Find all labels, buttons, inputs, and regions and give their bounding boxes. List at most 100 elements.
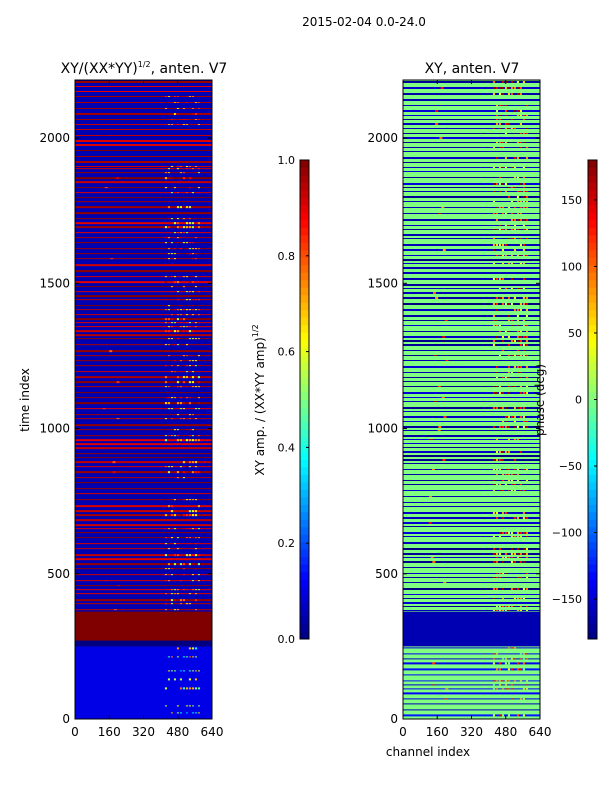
colorbar-segment — [588, 219, 597, 228]
right-x-axis-label: channel index — [386, 745, 470, 759]
heatmap-row-segment — [403, 611, 540, 647]
x-tick-label: 0 — [71, 725, 79, 739]
left-colorbar-label: XY amp. / (XX*YY amp)1/2 — [251, 324, 267, 475]
colorbar-segment — [300, 204, 309, 213]
colorbar-segment — [300, 496, 309, 505]
right-heatmap: 0 500 1000 1500 2000 0 160 320 480 640 — [367, 79, 551, 739]
colorbar-segment — [588, 631, 597, 640]
colorbar-segment — [300, 631, 309, 640]
colorbar-segment — [588, 354, 597, 363]
x-tick-label: 0 — [399, 725, 407, 739]
colorbar-segment — [588, 197, 597, 206]
heatmap-row-segment — [403, 646, 540, 719]
colorbar-segment — [300, 601, 309, 610]
colorbar-segment — [588, 459, 597, 468]
colorbar-tick-label: −50 — [559, 460, 582, 473]
colorbar-segment — [588, 287, 597, 296]
colorbar-segment — [588, 189, 597, 198]
x-tick-label: 640 — [201, 725, 224, 739]
colorbar-segment — [588, 369, 597, 378]
figure-title: 2015-02-04 0.0-24.0 — [302, 15, 426, 29]
colorbar-segment — [588, 392, 597, 400]
colorbar-segment — [588, 347, 597, 356]
colorbar-segment — [588, 212, 597, 221]
colorbar-segment — [300, 511, 309, 520]
colorbar-segment — [300, 339, 309, 348]
colorbar-segment — [588, 504, 597, 513]
colorbar-segment — [300, 429, 309, 438]
colorbar-segment — [300, 541, 309, 550]
colorbar-segment — [300, 616, 309, 625]
colorbar-segment — [300, 534, 309, 543]
colorbar-segment — [300, 421, 309, 430]
colorbar-segment — [300, 406, 309, 415]
colorbar-segment — [300, 609, 309, 618]
colorbar-segment — [300, 579, 309, 588]
y-tick-label: 500 — [375, 567, 398, 581]
colorbar-segment — [300, 317, 309, 326]
colorbar-segment — [588, 339, 597, 348]
colorbar-segment — [300, 362, 309, 371]
colorbar-segment — [588, 489, 597, 498]
left-heatmap: 0 500 1000 1500 2000 0 160 320 480 640 — [39, 79, 224, 739]
y-tick-label: 1500 — [367, 276, 398, 290]
colorbar-segment — [588, 444, 597, 453]
colorbar-segment — [588, 264, 597, 273]
colorbar-segment — [300, 249, 309, 258]
colorbar-tick-label: 1.0 — [278, 154, 296, 167]
x-tick-label: 320 — [132, 725, 155, 739]
colorbar-segment — [588, 481, 597, 490]
colorbar-segment — [300, 242, 309, 251]
colorbar-segment — [300, 294, 309, 303]
heatmap-row-segment — [75, 611, 212, 641]
colorbar-segment — [588, 556, 597, 565]
heatmap-row-segment — [75, 646, 212, 719]
colorbar-segment — [300, 182, 309, 191]
colorbar-tick-label: 0.4 — [278, 441, 296, 454]
colorbar-segment — [588, 429, 597, 438]
colorbar-segment — [300, 279, 309, 288]
colorbar-segment — [588, 466, 597, 475]
colorbar-segment — [300, 332, 309, 341]
colorbar-segment — [300, 219, 309, 228]
y-tick-label: 500 — [47, 567, 70, 581]
colorbar-segment — [588, 182, 597, 191]
y-tick-label: 2000 — [39, 131, 70, 145]
colorbar-segment — [300, 264, 309, 273]
colorbar-segment — [588, 302, 597, 311]
colorbar-segment — [588, 451, 597, 460]
colorbar-segment — [588, 534, 597, 543]
right-panel-title: XY, anten. V7 — [425, 61, 520, 77]
colorbar-segment — [300, 564, 309, 573]
colorbar-segment — [588, 234, 597, 243]
heatmap-row-segment — [75, 640, 212, 647]
colorbar-segment — [588, 496, 597, 505]
colorbar-segment — [300, 309, 309, 318]
heatmap-row-segment — [403, 80, 540, 612]
colorbar-segment — [588, 279, 597, 288]
colorbar-segment — [588, 526, 597, 535]
colorbar-tick-label: −100 — [552, 527, 582, 540]
colorbar-segment — [588, 436, 597, 445]
colorbar-segment — [588, 414, 597, 423]
colorbar-frame — [299, 159, 310, 640]
colorbar-tick-label: 0.8 — [278, 250, 296, 263]
colorbar-segment — [300, 399, 309, 408]
colorbar-segment — [300, 272, 309, 281]
colorbar-segment — [300, 369, 309, 378]
colorbar-segment — [300, 594, 309, 603]
colorbar-segment — [300, 451, 309, 460]
colorbar-segment — [588, 519, 597, 528]
colorbar-segment — [300, 384, 309, 393]
colorbar-segment — [300, 481, 309, 490]
right-colorbar-label: phase (deg) — [533, 364, 547, 436]
colorbar-segment — [300, 257, 309, 266]
colorbar-segment — [588, 309, 597, 318]
colorbar-tick-label: 0.6 — [278, 346, 296, 359]
colorbar-segment — [588, 227, 597, 236]
colorbar-segment — [588, 160, 597, 168]
colorbar-segment — [300, 459, 309, 468]
y-tick-label: 2000 — [367, 131, 398, 145]
colorbar-segment — [588, 406, 597, 415]
